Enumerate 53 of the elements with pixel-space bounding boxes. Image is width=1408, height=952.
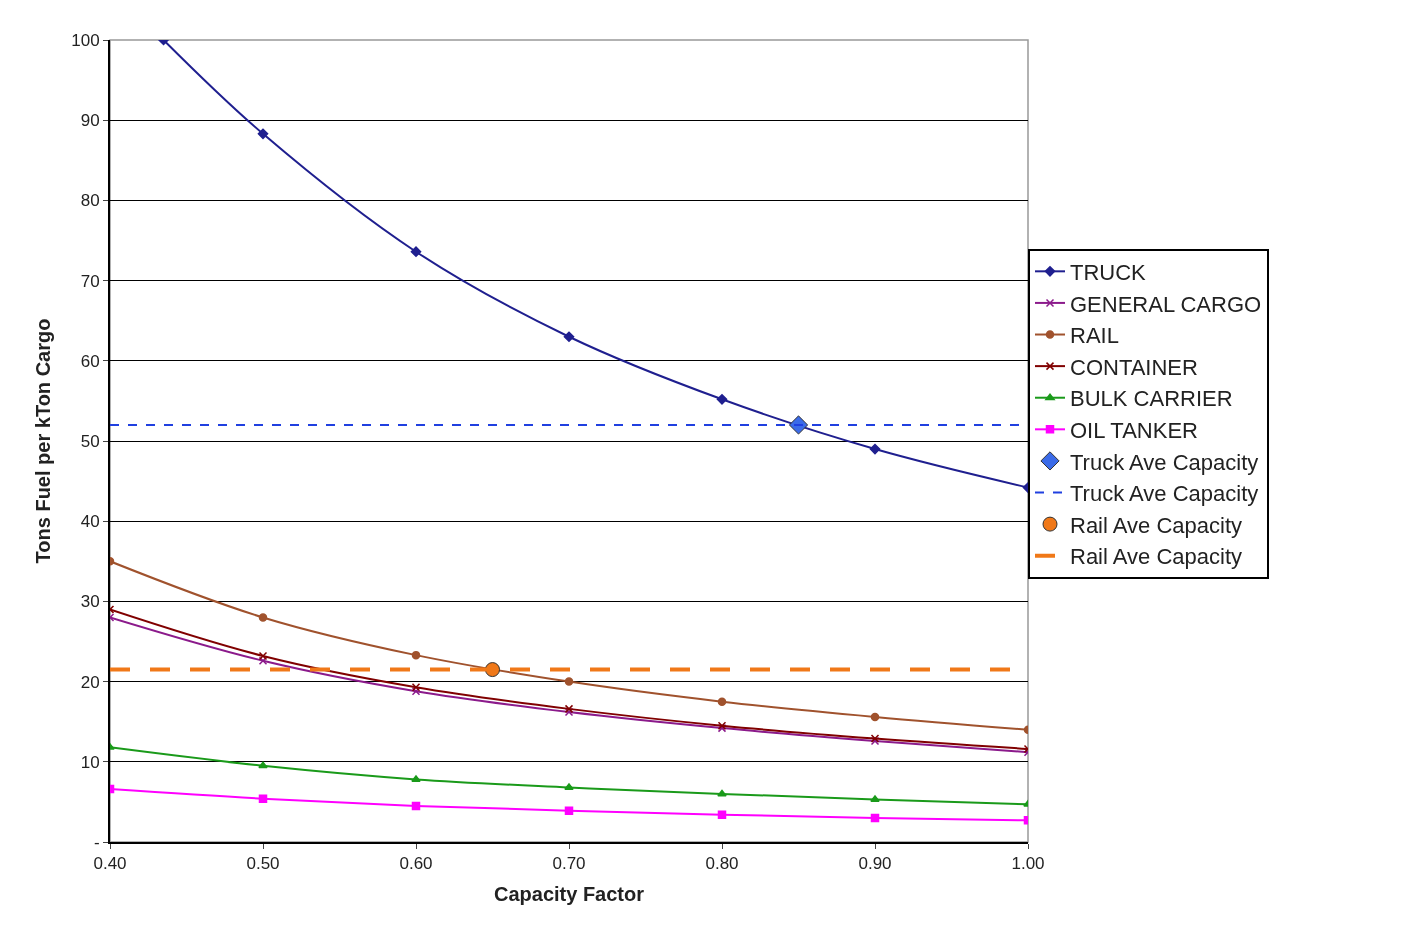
legend-label: TRUCK bbox=[1070, 259, 1147, 285]
x-tick-label: 0.90 bbox=[858, 854, 892, 874]
x-tick-label: 0.40 bbox=[93, 854, 127, 874]
y-tick-label: 20 bbox=[80, 672, 100, 692]
point bbox=[411, 682, 421, 692]
y-tick-label: 30 bbox=[80, 592, 100, 612]
legend-label: OIL TANKER bbox=[1070, 417, 1198, 443]
legend-label: Rail Ave Capacity bbox=[1070, 512, 1243, 538]
point bbox=[258, 656, 268, 665]
point bbox=[564, 806, 574, 815]
x-tick-label: 1.00 bbox=[1011, 854, 1045, 874]
point bbox=[258, 613, 268, 622]
point bbox=[717, 810, 727, 819]
y-tick-label: 10 bbox=[80, 752, 100, 772]
y-tick-label: 70 bbox=[80, 271, 100, 291]
y-tick-label: 90 bbox=[80, 111, 100, 131]
x-tick-label: 0.50 bbox=[246, 854, 280, 874]
legend-label: RAIL bbox=[1070, 323, 1119, 349]
y-tick-label: 60 bbox=[80, 351, 100, 371]
point bbox=[410, 246, 422, 258]
x-axis-title: Capacity Factor bbox=[493, 883, 645, 906]
point bbox=[564, 677, 574, 686]
point bbox=[870, 813, 880, 823]
x-tick-label: 0.60 bbox=[399, 854, 433, 874]
legend-label: Rail Ave Capacity bbox=[1070, 544, 1243, 570]
y-tick-label: 50 bbox=[80, 431, 100, 451]
point bbox=[411, 775, 421, 782]
legend-label: Truck Ave Capacity bbox=[1070, 449, 1259, 475]
point bbox=[870, 712, 880, 722]
legend-label: CONTAINER bbox=[1070, 354, 1198, 380]
point bbox=[870, 795, 880, 802]
point bbox=[717, 697, 727, 706]
legend-label: BULK CARRIER bbox=[1070, 386, 1233, 412]
legend-label: GENERAL CARGO bbox=[1070, 291, 1262, 317]
point bbox=[411, 650, 421, 660]
x-tick-label: 0.70 bbox=[552, 854, 586, 874]
point bbox=[257, 128, 269, 140]
legend-label: Truck Ave Capacity bbox=[1070, 481, 1259, 507]
point bbox=[258, 794, 268, 803]
point bbox=[717, 789, 727, 797]
y-axis-title: Tons Fuel per kTon Cargo bbox=[32, 318, 55, 564]
point bbox=[869, 443, 881, 455]
point bbox=[564, 783, 574, 790]
y-tick-label: 100 bbox=[71, 30, 100, 50]
point bbox=[258, 761, 268, 769]
y-tick-label: - bbox=[93, 832, 100, 852]
y-tick-label: 40 bbox=[80, 512, 100, 532]
point bbox=[258, 651, 268, 661]
point bbox=[563, 331, 575, 343]
point bbox=[411, 801, 421, 811]
y-tick-label: 80 bbox=[80, 191, 100, 211]
point bbox=[716, 394, 728, 405]
x-tick-label: 0.80 bbox=[705, 854, 739, 874]
